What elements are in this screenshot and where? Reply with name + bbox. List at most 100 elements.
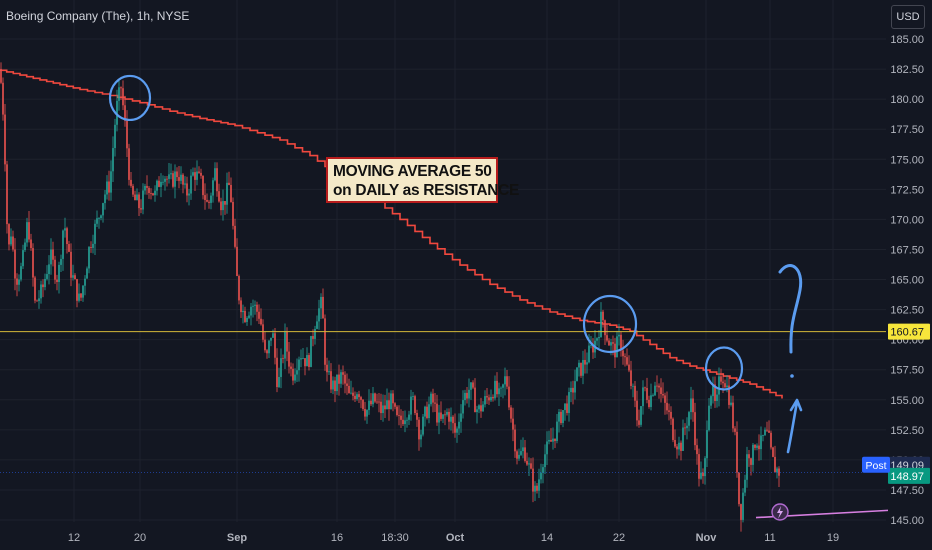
candle-body <box>120 87 122 89</box>
candle-body <box>558 411 560 422</box>
candle-body <box>550 439 552 442</box>
candle-body <box>764 429 766 436</box>
candle-body <box>624 356 626 358</box>
candle-body <box>104 194 106 204</box>
candle-body <box>516 451 518 459</box>
candle-body <box>454 423 456 433</box>
candle-body <box>180 174 182 181</box>
candle-body <box>296 370 298 375</box>
candle-body <box>134 194 136 201</box>
candle-body <box>676 446 678 450</box>
candle-body <box>72 275 74 278</box>
candle-body <box>124 105 126 121</box>
candle-body <box>36 300 38 302</box>
candle-body <box>222 201 224 211</box>
candle-body <box>162 181 164 183</box>
candle-body <box>494 380 496 399</box>
candle-body <box>26 222 28 243</box>
candle-body <box>118 87 120 101</box>
post-tag-bg <box>862 456 890 473</box>
candle-body <box>694 412 696 446</box>
candle-body <box>612 342 614 344</box>
price-tick-label: 157.50 <box>890 365 924 377</box>
candle-body <box>704 458 706 477</box>
candle-body <box>156 180 158 191</box>
candle-body <box>60 258 62 265</box>
candle-body <box>760 435 762 450</box>
candle-body <box>758 445 760 450</box>
candle-body <box>246 317 248 322</box>
candle-body <box>428 404 430 419</box>
candle-body <box>256 304 258 312</box>
candle-body <box>470 382 472 390</box>
candle-body <box>306 355 308 367</box>
candle-body <box>450 416 452 422</box>
candle-body <box>218 191 220 202</box>
candle-body <box>210 195 212 203</box>
currency-button[interactable]: USD <box>891 5 925 29</box>
candle-body <box>406 419 408 421</box>
candle-body <box>776 468 778 473</box>
candle-body <box>34 277 36 301</box>
time-tick-label: Sep <box>227 532 247 544</box>
candle-body <box>112 148 114 172</box>
candle-body <box>460 413 462 422</box>
time-axis[interactable]: 12 20 Sep 16 18:30 Oct 14 22 Nov 11 19 <box>68 532 839 544</box>
candle-body <box>688 412 690 426</box>
candle-body <box>6 164 8 225</box>
candle-body <box>304 358 306 367</box>
candle-body <box>326 364 328 373</box>
candle-body <box>192 172 194 176</box>
candle-body <box>330 371 332 390</box>
candle-body <box>434 402 436 404</box>
annotation-line-1: MOVING AVERAGE 50 <box>333 163 492 180</box>
candle-body <box>348 385 350 394</box>
candle-body <box>752 444 754 465</box>
candle-body <box>542 467 544 473</box>
candle-body <box>294 374 296 381</box>
candle-body <box>610 342 612 346</box>
candle-body <box>150 193 152 194</box>
candle-body <box>692 398 694 413</box>
candle-body <box>196 171 198 180</box>
candle-body <box>718 376 720 395</box>
candle-body <box>50 249 52 265</box>
price-tick-label: 145.00 <box>890 515 924 527</box>
time-tick-label: 11 <box>764 532 775 544</box>
candle-body <box>172 173 174 187</box>
candle-body <box>316 321 318 329</box>
candle-body <box>588 345 590 363</box>
candle-body <box>724 383 726 388</box>
candle-body <box>336 374 338 392</box>
candle-body <box>142 190 144 210</box>
candle-body <box>44 278 46 288</box>
candle-body <box>240 300 242 313</box>
candle-body <box>362 399 364 409</box>
time-tick-label: 12 <box>68 532 80 544</box>
candle-body <box>524 447 526 461</box>
candle-body <box>474 387 476 413</box>
candle-body <box>82 285 84 298</box>
candle-body <box>566 403 568 413</box>
candle-body <box>86 268 88 279</box>
candle-body <box>54 259 56 280</box>
candle-body <box>738 472 740 505</box>
candle-body <box>0 69 2 83</box>
candle-body <box>12 236 14 250</box>
candle-body <box>136 194 138 201</box>
candle-body <box>370 400 372 405</box>
candle-body <box>452 416 454 424</box>
price-badge-160-bg <box>888 323 930 340</box>
candle-body <box>774 456 776 473</box>
candle-body <box>376 401 378 403</box>
candle-body <box>216 168 218 192</box>
candle-body <box>456 428 458 433</box>
candle-body <box>562 410 564 424</box>
candle-body <box>480 405 482 412</box>
candle-body <box>772 447 774 457</box>
candle-body <box>660 387 662 395</box>
price-axis[interactable]: 145.00147.50150.00152.50155.00157.50160.… <box>862 34 930 527</box>
price-tick-label: 147.50 <box>890 485 924 497</box>
candle-body <box>62 230 64 259</box>
